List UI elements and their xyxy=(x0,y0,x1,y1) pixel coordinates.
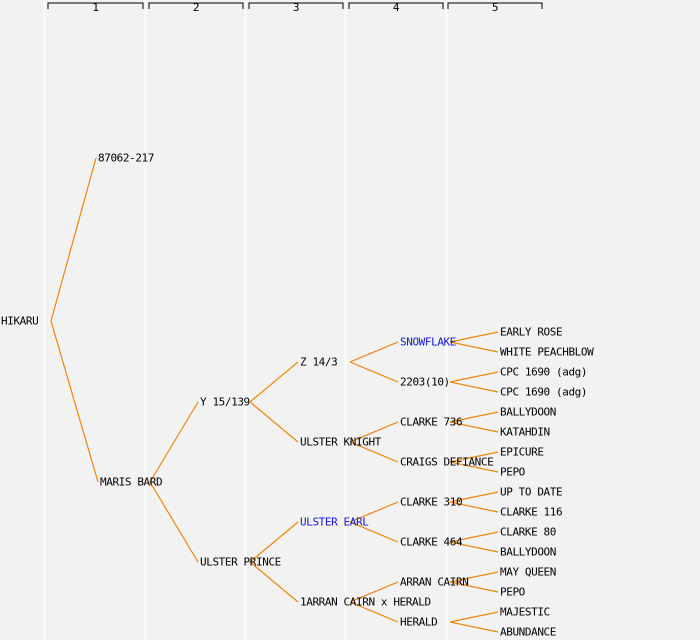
pedigree-edge xyxy=(449,421,499,433)
pedigree-edge xyxy=(449,331,499,343)
tree-node-label[interactable]: ULSTER KNIGHT xyxy=(300,435,381,449)
tree-node-label[interactable]: Y 15/139 xyxy=(200,395,250,409)
pedigree-edge xyxy=(249,361,299,403)
tree-node-label[interactable]: CLARKE 736 xyxy=(400,415,463,429)
pedigree-edge xyxy=(249,561,299,603)
pedigree-edge xyxy=(449,501,499,513)
pedigree-edge xyxy=(349,521,399,543)
column-header-label: 4 xyxy=(392,1,400,14)
pedigree-edge xyxy=(50,320,99,483)
tree-node-label[interactable]: HIKARU xyxy=(1,314,39,328)
pedigree-edge xyxy=(249,401,299,443)
pedigree-edge xyxy=(449,581,499,593)
tree-node-label[interactable]: CLARKE 310 xyxy=(400,495,463,509)
tree-node-label[interactable]: EPICURE xyxy=(500,445,544,459)
pedigree-edge xyxy=(349,501,399,523)
pedigree-edge xyxy=(50,157,97,322)
pedigree-edge xyxy=(449,341,499,353)
column-header-label: 3 xyxy=(292,1,300,14)
column-header-label: 1 xyxy=(92,1,99,14)
tree-node-label[interactable]: CPC 1690 (adg) xyxy=(500,385,588,399)
pedigree-edge xyxy=(349,341,399,363)
tree-node-label[interactable]: 2203(10) xyxy=(400,375,450,389)
tree-node-label[interactable]: SNOWFLAKE xyxy=(400,335,457,349)
pedigree-edge xyxy=(349,581,399,603)
pedigree-edge xyxy=(349,441,399,463)
pedigree-edge xyxy=(449,371,499,383)
tree-node-label[interactable]: ABUNDANCE xyxy=(500,625,557,639)
pedigree-edge xyxy=(149,401,199,483)
tree-node-label[interactable]: 87062-217 xyxy=(98,151,155,165)
column-header-label: 5 xyxy=(491,1,499,14)
tree-node-label[interactable]: EARLY ROSE xyxy=(500,325,563,339)
tree-node-label[interactable]: ULSTER PRINCE xyxy=(200,555,281,569)
pedigree-edge xyxy=(449,461,499,473)
pedigree-edge xyxy=(349,601,399,623)
column-bracket xyxy=(348,2,444,9)
tree-node-label[interactable]: 1ARRAN CAIRN x HERALD xyxy=(300,595,431,609)
tree-node-label[interactable]: PEPO xyxy=(500,585,525,599)
pedigree-edge xyxy=(449,381,499,393)
tree-node-label[interactable]: MARIS BARD xyxy=(100,475,163,489)
pedigree-edge xyxy=(349,421,399,443)
tree-node-label[interactable]: CLARKE 116 xyxy=(500,505,563,519)
pedigree-edge xyxy=(449,621,499,633)
column-bracket xyxy=(248,2,344,9)
tree-node-label[interactable]: CLARKE 464 xyxy=(400,535,463,549)
tree-node-label[interactable]: PEPO xyxy=(500,465,525,479)
pedigree-edge xyxy=(449,491,499,503)
pedigree-edge xyxy=(149,481,199,563)
tree-node-label[interactable]: CRAIGS DEFIANCE xyxy=(400,455,494,469)
tree-node-label[interactable]: MAY QUEEN xyxy=(500,565,557,579)
pedigree-edge xyxy=(449,411,499,423)
tree-node-label[interactable]: WHITE PEACHBLOW xyxy=(500,345,594,359)
pedigree-edge xyxy=(449,451,499,463)
column-header-label: 2 xyxy=(192,1,200,14)
pedigree-edge xyxy=(449,531,499,543)
column-bracket xyxy=(148,2,244,9)
tree-node-label[interactable]: HERALD xyxy=(400,615,438,629)
tree-node-label[interactable]: ULSTER EARL xyxy=(300,515,369,529)
pedigree-edge xyxy=(349,361,399,383)
pedigree-edge xyxy=(449,571,499,583)
tree-node-label[interactable]: ARRAN CAIRN xyxy=(400,575,469,589)
tree-node-label[interactable]: MAJESTIC xyxy=(500,605,550,619)
pedigree-edge xyxy=(449,611,499,623)
pedigree-edge xyxy=(449,541,499,553)
tree-node-label[interactable]: Z 14/3 xyxy=(300,355,338,369)
column-bracket xyxy=(447,2,543,9)
tree-node-label[interactable]: CLARKE 80 xyxy=(500,525,557,539)
tree-node-label[interactable]: BALLYDOON xyxy=(500,545,557,559)
tree-node-label[interactable]: KATAHDIN xyxy=(500,425,550,439)
tree-node-label[interactable]: UP TO DATE xyxy=(500,485,563,499)
tree-node-label[interactable]: CPC 1690 (adg) xyxy=(500,365,588,379)
column-bracket xyxy=(47,2,144,9)
pedigree-edge xyxy=(249,521,299,563)
tree-node-label[interactable]: BALLYDOON xyxy=(500,405,557,419)
